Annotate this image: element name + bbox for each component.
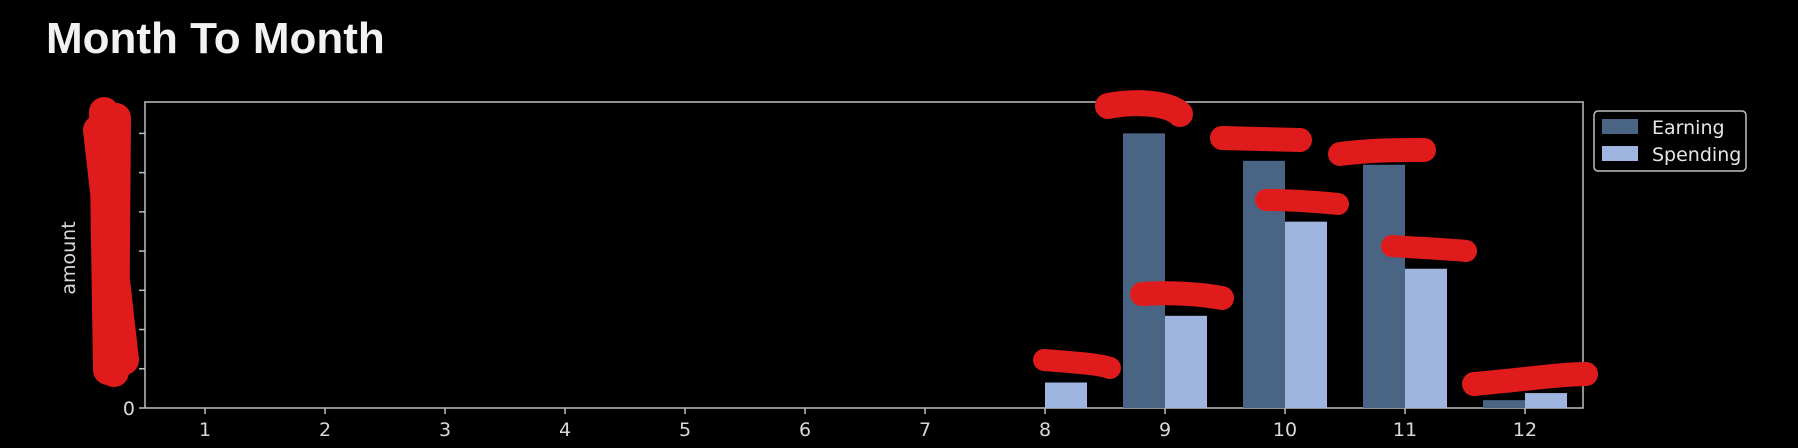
redaction-scribble (1033, 349, 1121, 379)
plot-area (144, 101, 1584, 409)
bar-spending-9 (1165, 315, 1207, 408)
legend-swatch-spending (1602, 146, 1638, 161)
x-tick-label: 1 (199, 419, 211, 441)
legend-label-earning: Earning (1652, 117, 1725, 139)
y-axis-label: amount (58, 221, 80, 294)
redaction-scribble (83, 97, 139, 387)
redaction-scribble (1095, 90, 1193, 127)
redaction-scribble (1381, 235, 1477, 262)
bar-earning-9 (1123, 133, 1165, 408)
bar-earning-12 (1483, 400, 1525, 408)
x-tick-label: 7 (919, 419, 931, 441)
redaction-scribble (1462, 362, 1598, 396)
x-tick-label: 8 (1039, 419, 1051, 441)
redaction-scribble (1130, 281, 1234, 310)
x-tick-label: 11 (1393, 419, 1417, 441)
bar-spending-11 (1405, 268, 1447, 408)
redaction-scribble (1328, 138, 1436, 166)
bar-spending-10 (1285, 221, 1327, 408)
x-tick-label: 9 (1159, 419, 1171, 441)
legend: Earning Spending (1593, 110, 1747, 172)
bar-spending-12 (1525, 393, 1567, 408)
x-tick-label: 2 (319, 419, 331, 441)
x-tick-label: 6 (799, 419, 811, 441)
x-tick-label: 3 (439, 419, 451, 441)
x-tick-label: 5 (679, 419, 691, 441)
plot-frame (144, 101, 1584, 409)
bars-group (1045, 133, 1567, 408)
y-tick-label: 0 (123, 398, 135, 420)
redaction-scribble (1255, 189, 1349, 215)
legend-label-spending: Spending (1652, 144, 1741, 166)
page-title: Month To Month (46, 14, 385, 63)
x-tick-label: 12 (1513, 419, 1537, 441)
axis-ticks: 1 2 3 4 5 6 7 8 9 10 11 120 (123, 132, 1537, 441)
x-tick-label: 4 (559, 419, 571, 441)
bar-spending-8 (1045, 382, 1087, 408)
redaction-marks (83, 90, 1598, 396)
redaction-scribble (1210, 126, 1312, 152)
x-tick-label: 10 (1273, 419, 1297, 441)
bar-earning-11 (1363, 164, 1405, 408)
legend-swatch-earning (1602, 119, 1638, 134)
